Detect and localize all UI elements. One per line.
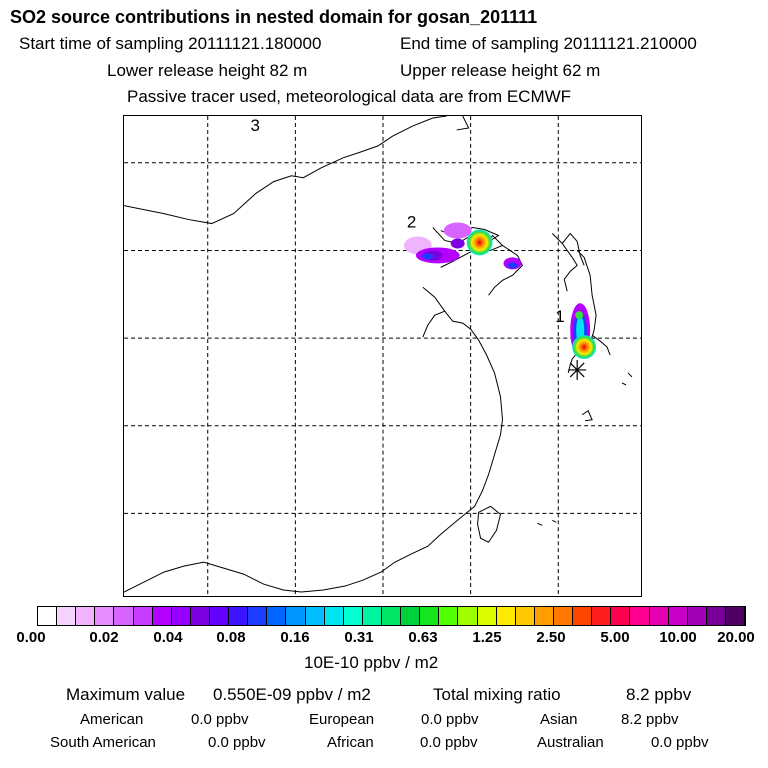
- colorbar-swatch: [401, 607, 421, 625]
- colorbar-swatch: [668, 607, 688, 625]
- tick-label: 1.25: [472, 629, 502, 646]
- coastlines: [124, 116, 633, 593]
- region-value-american: 0.0 ppbv: [191, 711, 249, 728]
- colorbar-swatch: [420, 607, 440, 625]
- colorbar-swatch: [190, 607, 210, 625]
- region-value-australian: 0.0 ppbv: [651, 734, 709, 751]
- colorbar-swatch: [209, 607, 230, 625]
- colorbar-swatch: [76, 607, 96, 625]
- tick-label: 0.08: [216, 629, 246, 646]
- colorbar-swatch: [152, 607, 172, 625]
- colorbar-swatch: [477, 607, 497, 625]
- colorbar-swatch: [534, 607, 554, 625]
- colorbar-swatch: [38, 607, 58, 625]
- colorbar-swatch: [649, 607, 669, 625]
- colorbar-swatch: [573, 607, 593, 625]
- colorbar-swatch: [248, 607, 268, 625]
- end-time: End time of sampling 20111121.210000: [400, 34, 697, 53]
- colorbar-swatch: [439, 607, 459, 625]
- start-time: Start time of sampling 20111121.180000: [19, 34, 322, 53]
- colorbar-swatch: [725, 607, 746, 625]
- colorbar-swatch: [592, 607, 612, 625]
- colorbar-swatch: [515, 607, 535, 625]
- map-panel: 1 2 3: [123, 115, 642, 597]
- colorbar-swatch: [171, 607, 191, 625]
- region-name-european: European: [309, 711, 375, 728]
- tick-label: 0.02: [89, 629, 119, 646]
- colorbar-swatch: [114, 607, 134, 625]
- plume-area-2: [403, 222, 522, 270]
- region-value-european: 0.0 ppbv: [421, 711, 479, 728]
- tick-label: 0.04: [153, 629, 183, 646]
- max-value: 0.550E-09 ppbv / m2: [213, 685, 371, 704]
- colorbar-swatch: [553, 607, 574, 625]
- source-label-3: 3: [251, 116, 260, 135]
- region-name-african: African: [327, 734, 374, 751]
- colorbar-swatch: [267, 607, 287, 625]
- region-name-south-american: South American: [50, 734, 156, 751]
- colorbar-swatch: [458, 607, 478, 625]
- region-value-african: 0.0 ppbv: [420, 734, 478, 751]
- tick-label: 2.50: [536, 629, 566, 646]
- tick-label: 0.16: [280, 629, 310, 646]
- tick-label: 0.63: [408, 629, 438, 646]
- total-value: 8.2 ppbv: [626, 685, 692, 704]
- total-label: Total mixing ratio: [433, 685, 561, 704]
- colorbar-unit: 10E-10 ppbv / m2: [304, 653, 439, 672]
- tick-label: 0.00: [16, 629, 46, 646]
- colorbar-swatch: [611, 607, 631, 625]
- colorbar-swatch: [57, 607, 77, 625]
- region-name-australian: Australian: [537, 734, 604, 751]
- colorbar-swatch: [687, 607, 707, 625]
- colorbar-swatch: [305, 607, 325, 625]
- colorbar-swatch: [133, 607, 153, 625]
- plume-area-1: [570, 303, 597, 359]
- region-value-asian: 8.2 ppbv: [621, 711, 679, 728]
- colorbar-swatch: [95, 607, 115, 625]
- region-name-asian: Asian: [540, 711, 578, 728]
- lat-lon-grid: [124, 116, 641, 596]
- tick-label: 20.00: [717, 629, 755, 646]
- colorbar-swatch: [229, 607, 249, 625]
- colorbar-swatch: [381, 607, 402, 625]
- region-name-american: American: [80, 711, 144, 728]
- source-label-2: 2: [407, 213, 416, 232]
- lower-height: Lower release height 82 m: [107, 61, 308, 80]
- tick-label: 5.00: [600, 629, 630, 646]
- colorbar-swatch: [362, 607, 382, 625]
- tick-label: 0.31: [344, 629, 374, 646]
- region-value-south-american: 0.0 ppbv: [208, 734, 266, 751]
- colorbar-swatch: [343, 607, 363, 625]
- colorbar-swatch: [630, 607, 650, 625]
- colorbar-swatch: [286, 607, 306, 625]
- max-label: Maximum value: [66, 685, 186, 704]
- colorbar-swatch: [496, 607, 516, 625]
- tick-label: 10.00: [659, 629, 697, 646]
- colorbar-swatch: [706, 607, 726, 625]
- colorbar: [37, 606, 746, 626]
- source-label-1: 1: [555, 307, 564, 326]
- colorbar-swatch: [324, 607, 344, 625]
- receptor-marker-icon: [568, 359, 587, 380]
- map-title: SO2 source contributions in nested domai…: [10, 7, 538, 27]
- upper-height: Upper release height 62 m: [400, 61, 601, 80]
- tracer-note: Passive tracer used, meteorological data…: [127, 87, 572, 106]
